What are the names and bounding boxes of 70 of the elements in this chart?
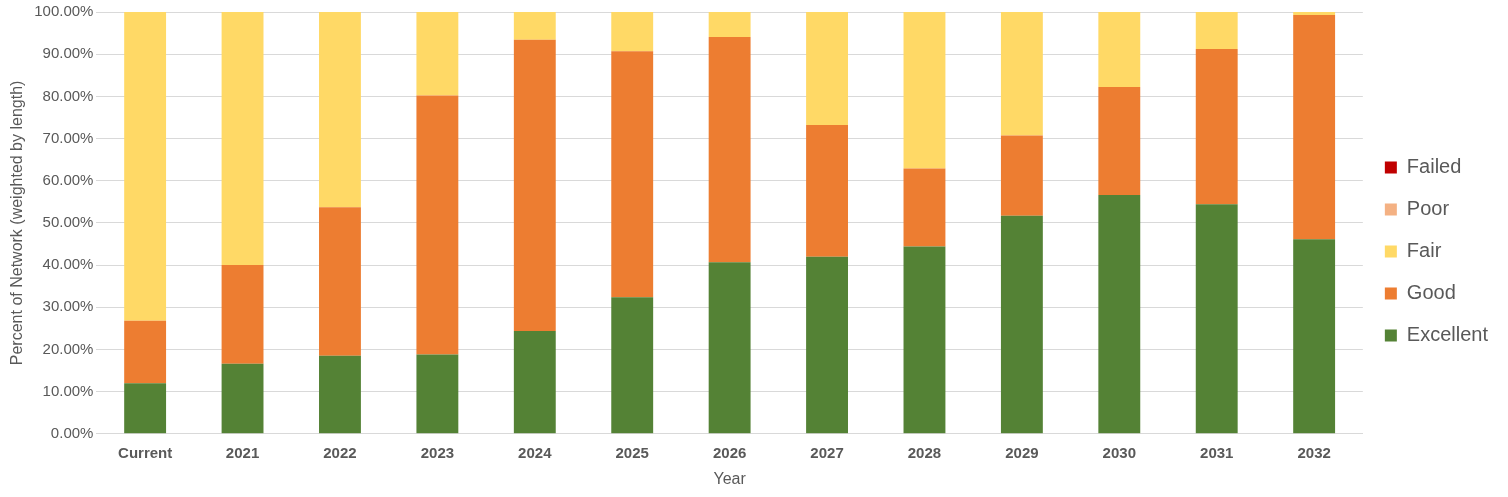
y-tick-label: 50.00% xyxy=(42,213,94,231)
bar xyxy=(513,39,556,331)
bar xyxy=(513,12,556,40)
x-tick-label: 2026 xyxy=(712,443,747,461)
bar xyxy=(1098,87,1141,196)
y-tick-label: 100.00% xyxy=(34,2,94,20)
bar xyxy=(1000,215,1043,434)
bar xyxy=(611,297,654,434)
y-tick-label: 70.00% xyxy=(42,128,94,146)
bar xyxy=(903,12,946,169)
bar xyxy=(416,354,459,434)
bar xyxy=(221,12,264,266)
bar xyxy=(708,36,751,263)
bar xyxy=(513,330,556,434)
x-tick-label: 2027 xyxy=(810,443,844,461)
bar xyxy=(806,256,848,434)
y-tick-label: 40.00% xyxy=(42,255,94,273)
bar xyxy=(1293,14,1336,240)
x-axis-title: Year xyxy=(713,469,747,487)
bar xyxy=(708,262,751,434)
x-tick-label: 2022 xyxy=(323,443,357,461)
legend-label: Fair xyxy=(1406,239,1442,262)
bar xyxy=(708,12,751,37)
y-tick-label: 80.00% xyxy=(42,86,94,104)
bar xyxy=(1195,204,1238,434)
bar xyxy=(319,12,361,208)
x-tick-label: 2030 xyxy=(1102,443,1136,461)
x-tick-label: 2029 xyxy=(1005,443,1039,461)
bar xyxy=(1098,12,1141,88)
bar xyxy=(124,12,167,321)
bar xyxy=(611,12,654,52)
y-tick-label: 60.00% xyxy=(42,170,94,188)
bar xyxy=(903,168,946,247)
bar xyxy=(319,207,361,356)
bar xyxy=(319,355,361,434)
x-tick-label: 2028 xyxy=(907,443,942,461)
y-axis-title: Percent of Network (weighted by length) xyxy=(8,80,26,366)
bar xyxy=(1098,195,1141,434)
legend-label: Failed xyxy=(1406,155,1462,178)
bar xyxy=(1293,239,1336,434)
y-tick-label: 30.00% xyxy=(42,297,94,315)
x-tick-label: 2031 xyxy=(1200,443,1234,461)
x-tick-label: Current xyxy=(118,443,173,461)
x-tick-label: 2024 xyxy=(518,443,553,461)
bar xyxy=(806,12,848,126)
bar xyxy=(1195,12,1238,50)
bar xyxy=(1000,12,1043,136)
x-tick-label: 2025 xyxy=(615,443,649,461)
bar xyxy=(124,383,167,434)
bar xyxy=(903,246,946,434)
bar xyxy=(806,125,848,257)
x-tick-label: 2023 xyxy=(420,443,455,461)
x-tick-label: 2032 xyxy=(1297,443,1331,461)
bar xyxy=(221,363,264,434)
bar xyxy=(416,12,459,96)
y-tick-label: 10.00% xyxy=(42,381,94,399)
x-tick-label: 2021 xyxy=(225,443,260,461)
bar xyxy=(1293,12,1336,15)
bar xyxy=(1000,135,1043,216)
y-tick-label: 20.00% xyxy=(42,339,94,357)
legend-label: Good xyxy=(1406,281,1456,304)
legend-label: Poor xyxy=(1406,197,1450,220)
bar xyxy=(416,95,459,355)
y-tick-label: 90.00% xyxy=(42,44,94,62)
legend-label: Excellent xyxy=(1406,323,1489,346)
y-tick-label: 0.00% xyxy=(50,423,94,441)
bar xyxy=(611,51,654,298)
bar xyxy=(124,320,167,384)
bar xyxy=(1195,49,1238,205)
bar xyxy=(221,265,264,364)
